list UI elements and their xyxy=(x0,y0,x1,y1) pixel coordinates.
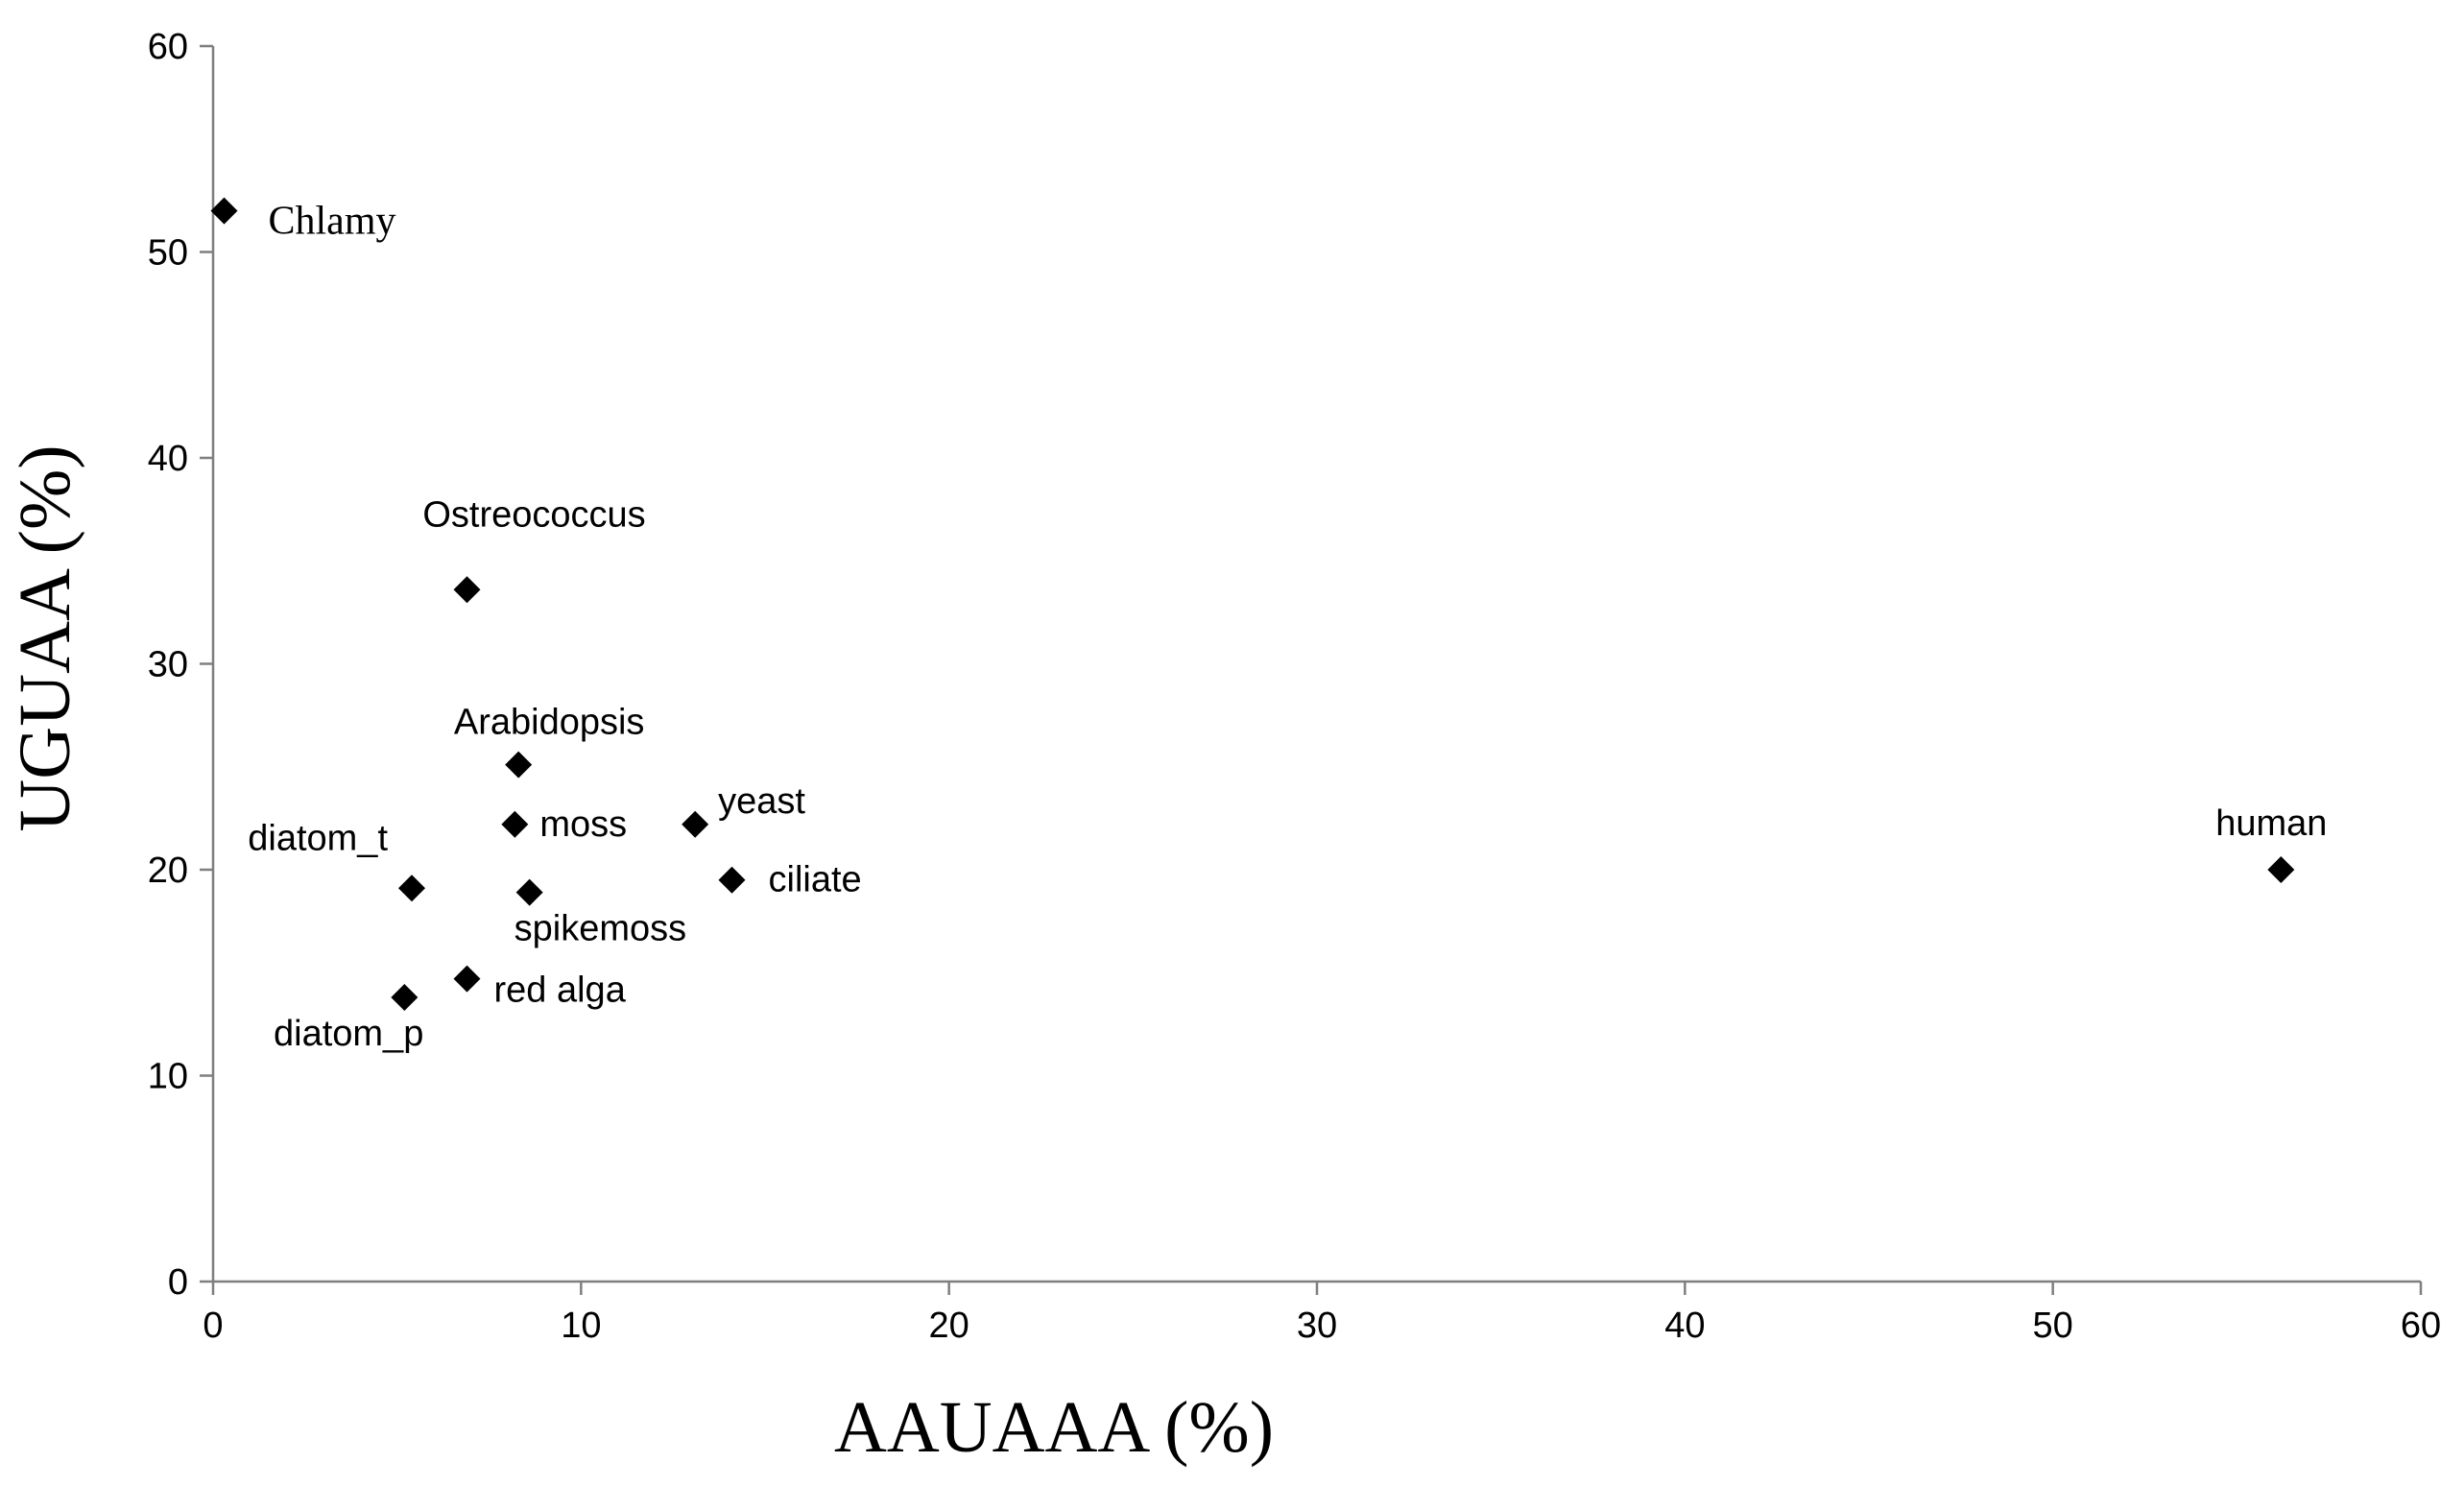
data-point-ciliate xyxy=(718,866,746,894)
axes xyxy=(200,44,2423,1295)
point-label: diatom_t xyxy=(248,818,388,858)
data-point-ostreococcus xyxy=(453,576,481,604)
point-label: ciliate xyxy=(769,860,862,900)
point-label: Arabidopsis xyxy=(454,703,645,743)
data-point-yeast xyxy=(682,810,709,838)
x-tick-label: 0 xyxy=(203,1306,223,1346)
point-label: Chlamy xyxy=(269,200,396,244)
tick-labels: 0 10 20 30 40 50 60 0 10 20 30 40 50 60 xyxy=(148,27,2441,1346)
point-label: diatom_p xyxy=(274,1014,423,1054)
y-tick-label: 10 xyxy=(148,1057,188,1097)
data-point-diatom-t xyxy=(398,875,425,902)
data-point-human xyxy=(2267,856,2295,883)
point-labels: Chlamy Ostreococcus Arabidopsis moss yeast ci… xyxy=(248,200,2327,1054)
y-tick-label: 0 xyxy=(168,1262,188,1303)
data-point-spikemoss xyxy=(515,878,543,906)
y-axis-title: UGUAA (%) xyxy=(5,444,85,831)
point-label: red alga xyxy=(494,971,627,1011)
y-tick-label: 50 xyxy=(148,233,188,274)
point-label: yeast xyxy=(718,781,805,822)
x-tick-label: 60 xyxy=(2401,1306,2441,1346)
point-label: human xyxy=(2215,803,2327,844)
data-points xyxy=(210,197,2295,1011)
x-tick-label: 40 xyxy=(1664,1306,1705,1346)
data-point-diatom-p xyxy=(391,983,419,1011)
y-tick-label: 30 xyxy=(148,645,188,685)
y-tick-label: 20 xyxy=(148,851,188,891)
data-point-red-alga xyxy=(453,965,481,993)
point-label: spikemoss xyxy=(514,909,687,949)
x-tick-label: 50 xyxy=(2033,1306,2073,1346)
data-point-moss xyxy=(501,810,529,838)
data-point-arabidopsis xyxy=(505,751,533,779)
y-tick-label: 40 xyxy=(148,439,188,479)
point-label: Ostreococcus xyxy=(422,494,645,535)
x-axis-title: AAUAAA (%) xyxy=(834,1387,1274,1468)
x-tick-label: 30 xyxy=(1297,1306,1337,1346)
point-label: moss xyxy=(539,804,627,845)
x-tick-label: 20 xyxy=(929,1306,969,1346)
data-point-chlamy xyxy=(210,197,238,225)
x-tick-label: 10 xyxy=(561,1306,601,1346)
y-tick-label: 60 xyxy=(148,27,188,67)
